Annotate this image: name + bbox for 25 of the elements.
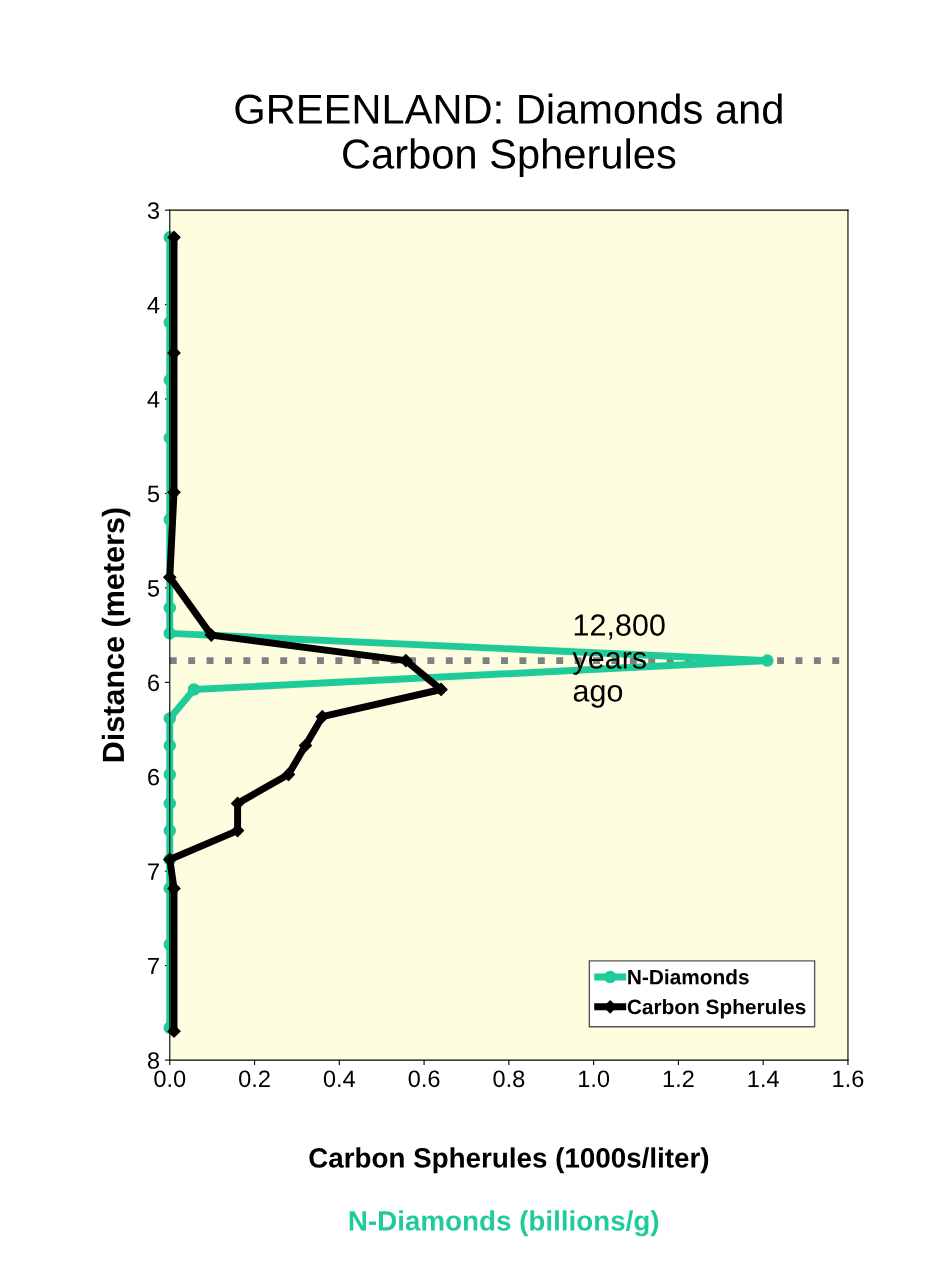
x-tick-label: 1.4 bbox=[748, 1070, 779, 1087]
x-tick-label: 0.4 bbox=[323, 1070, 356, 1088]
text: N-Diamonds (billions/g) bbox=[349, 1210, 659, 1237]
y-axis-title: Distance (meters) bbox=[101, 508, 131, 762]
x-tick-label: 0.6 bbox=[408, 1070, 440, 1088]
x-tick-label: 0.0 bbox=[154, 1070, 186, 1088]
y-tick-label: 4 bbox=[147, 391, 160, 408]
y-tick-label: 7 bbox=[148, 957, 159, 975]
y-tick-label: 5 bbox=[147, 485, 160, 503]
legend-label: Carbon Spherules bbox=[627, 998, 806, 1019]
y-tick-label: 6 bbox=[148, 768, 160, 786]
y-tick-label: 4 bbox=[147, 296, 160, 314]
legend-label: N-Diamonds bbox=[628, 969, 749, 985]
x-tick-label: 1.6 bbox=[833, 1070, 864, 1088]
y-tick-label: 5 bbox=[147, 580, 160, 597]
chart-title: GREENLAND: Diamonds and Carbon Spherules bbox=[235, 93, 782, 178]
y-tick-label: 6 bbox=[148, 674, 160, 692]
x-tick-label: 1.0 bbox=[579, 1070, 610, 1088]
y-tick-label: 3 bbox=[147, 202, 160, 219]
y-tick-label: 8 bbox=[147, 1052, 160, 1069]
x-tick-label: 0.8 bbox=[493, 1070, 525, 1088]
x-tick-label: 1.2 bbox=[663, 1070, 694, 1087]
x-axis-title: Carbon Spherules (1000s/liter) bbox=[309, 1147, 709, 1174]
y-tick-label: 7 bbox=[148, 863, 159, 880]
x-tick-label: 0.2 bbox=[239, 1070, 270, 1088]
